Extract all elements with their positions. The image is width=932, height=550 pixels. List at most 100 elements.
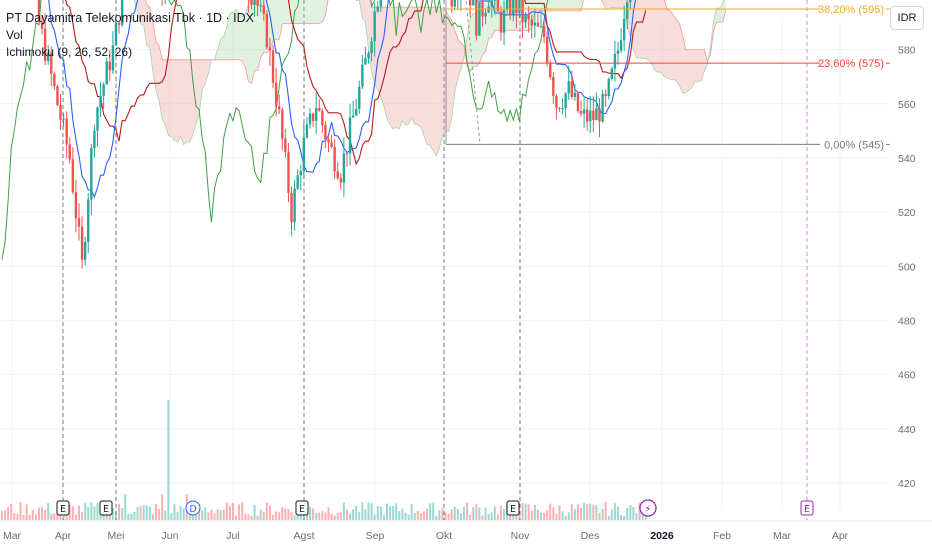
candle-body — [256, 0, 259, 6]
event-marker[interactable]: D — [185, 500, 201, 516]
volume-bar — [617, 506, 619, 520]
candle-body — [499, 11, 503, 33]
cloud-segment — [457, 39, 461, 80]
volume-bar — [151, 514, 154, 520]
volume-bar — [416, 511, 419, 520]
volume-bar — [124, 494, 127, 520]
volume-bar — [456, 508, 459, 520]
volume-bar — [543, 512, 546, 520]
volume-bar — [78, 505, 80, 520]
candle-body — [595, 108, 598, 121]
volume-bar — [105, 515, 108, 520]
volume-bar — [118, 503, 121, 520]
candle-body — [570, 81, 573, 97]
volume-bar — [53, 513, 56, 520]
volume-bar — [352, 509, 355, 520]
y-tick-label: 480 — [898, 315, 916, 327]
volume-bar — [413, 512, 416, 520]
cloud-segment — [605, 0, 609, 10]
volume-bar — [133, 511, 136, 520]
kijun-sen-line — [65, 0, 647, 166]
volume-bar — [370, 503, 373, 520]
volume-bar — [401, 508, 404, 520]
volume-bar — [490, 512, 493, 520]
volume-bar — [68, 504, 71, 520]
x-tick-label: Feb — [713, 530, 731, 542]
volume-bar — [567, 512, 570, 520]
candle-body — [579, 111, 583, 114]
volume-bar — [552, 507, 555, 520]
x-tick-label: Jul — [226, 530, 239, 542]
cloud-segment — [146, 4, 150, 48]
symbol-title[interactable]: PT Dayamitra Telekomunikasi Tbk · 1D · I… — [6, 11, 254, 25]
candle-body — [367, 53, 370, 59]
candle-body — [626, 2, 629, 19]
volume-bar — [373, 514, 376, 520]
lightning-icon — [639, 499, 657, 517]
candle-body — [376, 6, 379, 12]
volume-bar — [127, 513, 130, 520]
candle-body — [56, 86, 59, 106]
candle-body — [43, 28, 47, 62]
ichimoku-indicator-label[interactable]: Ichimoku (9, 26, 52, 26) — [6, 45, 133, 59]
candle-body — [302, 137, 306, 172]
volume-bar — [47, 503, 50, 520]
candle-body — [567, 81, 570, 94]
cloud-segment — [377, 7, 381, 98]
candle-body — [515, 0, 518, 14]
candle-body — [552, 76, 555, 96]
volume-bar — [459, 513, 462, 520]
event-marker[interactable]: E — [295, 500, 309, 516]
cloud-segment — [408, 7, 412, 125]
cloud-segment — [260, 0, 264, 58]
volume-bar — [466, 502, 469, 520]
candle-body — [71, 159, 75, 193]
cloud-segment — [685, 49, 689, 93]
candle-body — [327, 139, 330, 143]
cloud-segment — [180, 59, 184, 145]
volume-bar — [250, 515, 253, 520]
candle-body — [518, 0, 521, 14]
volume-bar — [241, 502, 244, 520]
event-marker[interactable]: E — [506, 500, 520, 516]
cloud-segment — [562, 0, 566, 11]
currency-button[interactable]: IDR — [890, 6, 924, 30]
event-marker[interactable]: ⚡ — [639, 499, 657, 517]
earnings-icon — [295, 500, 309, 516]
volume-bar — [604, 502, 607, 520]
volume-bar — [309, 506, 311, 520]
volume-bar — [84, 502, 87, 520]
candle-body — [296, 175, 299, 189]
volume-indicator-label[interactable]: Vol — [6, 28, 23, 42]
cloud-segment — [149, 7, 153, 72]
volume-bar — [327, 507, 330, 520]
cloud-segment — [691, 49, 695, 88]
volume-bar — [503, 509, 506, 520]
cloud-segment — [682, 35, 686, 93]
volume-bar — [555, 514, 558, 520]
volume-bar — [333, 515, 336, 520]
candle-body — [490, 0, 493, 7]
cloud-segment — [553, 0, 557, 11]
cloud-segment — [722, 0, 726, 23]
cloud-segment — [300, 0, 304, 24]
volume-bar — [312, 508, 315, 520]
cloud-segment — [310, 0, 314, 24]
event-marker[interactable]: E — [56, 500, 70, 516]
event-marker[interactable]: E — [99, 500, 113, 516]
volume-bar — [367, 502, 370, 520]
cloud-segment — [223, 27, 227, 60]
candle-body — [536, 22, 540, 27]
cloud-segment — [137, 0, 141, 24]
volume-bar — [536, 509, 539, 520]
volume-bar — [638, 502, 641, 520]
candle-body — [321, 110, 324, 126]
event-marker[interactable]: E — [800, 500, 814, 516]
volume-bar — [216, 509, 219, 520]
candle-body — [619, 40, 623, 51]
volume-bar — [44, 509, 47, 520]
cloud-segment — [664, 0, 668, 79]
cloud-segment — [571, 0, 575, 11]
candle-body — [108, 61, 111, 71]
